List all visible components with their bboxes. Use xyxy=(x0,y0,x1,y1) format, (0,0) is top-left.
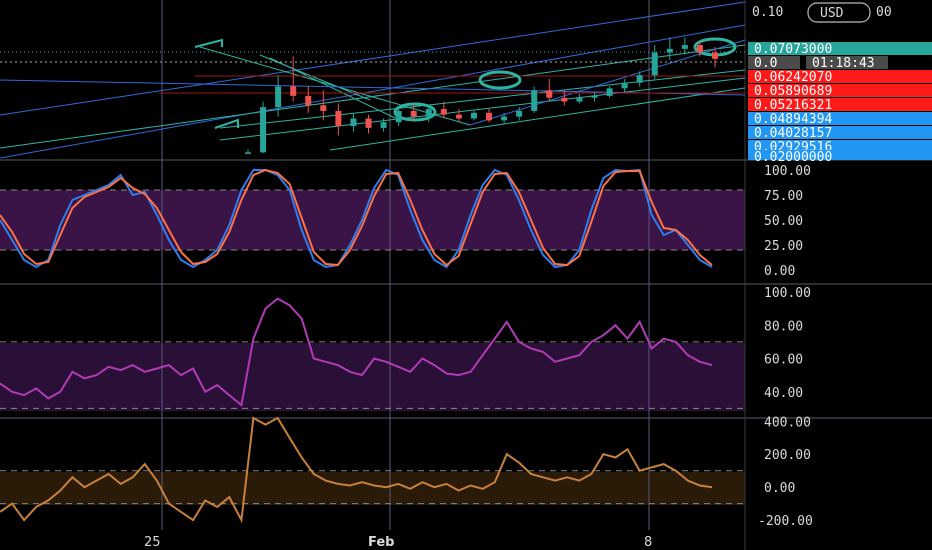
x-label-8: 8 xyxy=(644,535,652,550)
price-axis-top-right: 00 xyxy=(876,5,892,20)
stoch-tick-label: 25.00 xyxy=(764,239,803,254)
x-label-25: 25 xyxy=(144,535,161,550)
trendline xyxy=(219,77,746,141)
rsi-tick-label: 60.00 xyxy=(764,353,803,368)
candle-body xyxy=(470,112,477,119)
x-label-feb: Feb xyxy=(368,535,394,550)
cci-tick-label: 400.00 xyxy=(764,415,811,430)
price-badge-bg xyxy=(748,140,932,153)
candle-body xyxy=(350,118,357,126)
currency-selector[interactable]: USD xyxy=(807,2,871,23)
candle-body xyxy=(380,122,387,128)
price-badge-label: 0.06242070 xyxy=(754,70,832,85)
trendline xyxy=(219,69,746,129)
trendline xyxy=(0,1,746,116)
price-badge-bg xyxy=(806,56,888,69)
indicator-axis: 100.00 75.00 50.00 25.00 0.00 100.00 80.00 60.0… xyxy=(758,164,813,529)
price-badge-label: 0.0 xyxy=(754,56,777,71)
trendline xyxy=(469,39,746,126)
candle-body xyxy=(621,82,628,89)
candle-body xyxy=(516,110,523,117)
price-badge-label: 01:18:43 xyxy=(812,56,875,71)
candle-body xyxy=(666,48,673,53)
candle-body xyxy=(651,52,658,76)
price-badge-bg xyxy=(748,56,800,69)
candle-body xyxy=(410,110,417,117)
candle-body xyxy=(696,45,703,53)
price-badge-label: 0.07073000 xyxy=(754,42,832,57)
candle-body xyxy=(606,88,613,96)
circle-marker xyxy=(478,70,522,90)
candle-body xyxy=(365,118,372,128)
price-badge-label: 0.05890689 xyxy=(754,84,832,99)
cci-pane xyxy=(0,416,745,524)
price-badge-bg xyxy=(748,98,932,111)
price-badge-label: 0.04894394 xyxy=(754,112,832,127)
candle-body xyxy=(305,95,312,106)
trendline xyxy=(329,87,746,151)
candle-body xyxy=(561,97,568,102)
rsi-band xyxy=(0,343,745,411)
cci-tick-label: 200.00 xyxy=(764,448,811,463)
candle-body xyxy=(320,105,327,111)
candle-body xyxy=(681,45,688,49)
stoch-series-line xyxy=(0,168,713,269)
stochastic-pane xyxy=(0,168,745,269)
rsi-tick-label: 40.00 xyxy=(764,386,803,401)
stoch-series-line xyxy=(0,168,713,267)
trendline xyxy=(269,57,396,119)
candle-body xyxy=(245,152,251,154)
rsi-tick-label: 100.00 xyxy=(764,286,811,301)
trendline-drawings xyxy=(0,1,746,159)
candle-body xyxy=(576,97,583,102)
price-badge-bg xyxy=(748,150,932,160)
trendline xyxy=(0,24,746,159)
price-badge-label: 0.04028157 xyxy=(754,126,832,141)
candle-body xyxy=(501,116,508,121)
arrow-marker xyxy=(214,118,239,129)
candle-body xyxy=(275,86,282,108)
price-badge-bg xyxy=(748,112,932,125)
cci-tick-label: 0.00 xyxy=(764,481,795,496)
candle-body xyxy=(712,52,718,59)
stoch-tick-label: 50.00 xyxy=(764,214,803,229)
candle-body xyxy=(591,95,598,98)
candle-body xyxy=(636,75,643,83)
price-badge-label: 0.05216321 xyxy=(754,98,832,113)
candlestick-series xyxy=(245,37,718,155)
currency-label: USD xyxy=(820,6,844,21)
rsi-series-line xyxy=(0,297,713,407)
candle-body xyxy=(395,110,402,123)
candle-body xyxy=(546,90,553,98)
arrow-marker xyxy=(194,38,223,48)
candle-body xyxy=(425,109,432,117)
rsi-tick-label: 80.00 xyxy=(764,319,803,334)
price-badge-label: 0.02000000 xyxy=(754,150,832,165)
cci-series-line xyxy=(0,416,713,524)
price-badge-bg xyxy=(748,84,932,97)
price-badge-bg xyxy=(748,42,932,55)
candle-body xyxy=(260,107,267,153)
rsi-pane xyxy=(0,297,745,409)
price-badge-bg xyxy=(748,70,932,83)
candle-body xyxy=(290,86,297,96)
candle-body xyxy=(440,109,447,115)
candle-body xyxy=(486,112,493,121)
price-badge-bg xyxy=(748,126,932,139)
stoch-tick-label: 100.00 xyxy=(764,164,811,179)
cci-tick-label: -200.00 xyxy=(758,514,813,529)
candle-body xyxy=(335,110,342,126)
candle-body xyxy=(531,90,538,111)
stoch-tick-label: 0.00 xyxy=(764,264,795,279)
cci-band xyxy=(0,472,745,505)
price-axis-top-left: 0.10 xyxy=(752,5,783,20)
circle-marker xyxy=(393,102,437,122)
stoch-tick-label: 75.00 xyxy=(764,189,803,204)
candle-body xyxy=(455,114,462,119)
